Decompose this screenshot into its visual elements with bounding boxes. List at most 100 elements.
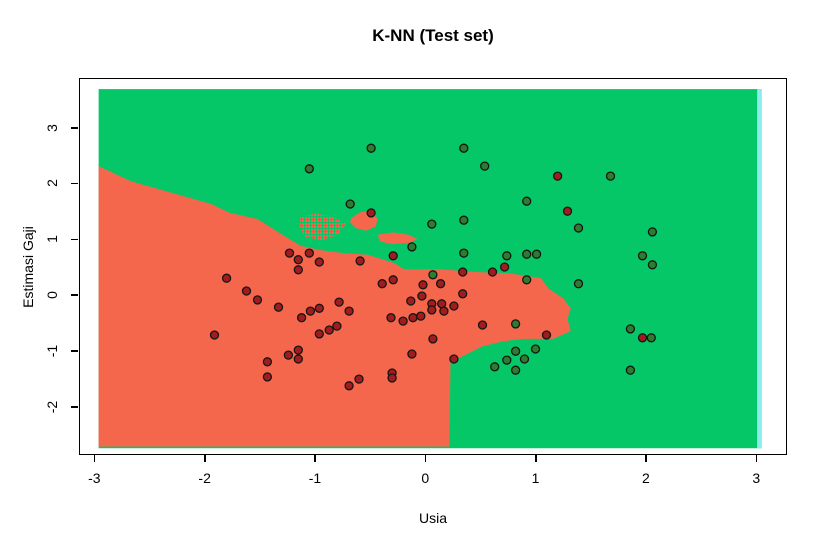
class-1-green-point: [459, 215, 469, 225]
class-1-green-point: [510, 365, 521, 375]
class-0-red-point: [552, 171, 563, 181]
x-tick-mark: [755, 455, 758, 462]
class-1-green-point: [407, 242, 417, 252]
class-0-red-point: [562, 206, 573, 216]
class-0-red-point: [334, 297, 344, 307]
class-1-green-point: [366, 143, 376, 153]
class-0-red-point: [458, 289, 468, 299]
class-1-green-point: [531, 249, 542, 259]
class-0-red-point: [296, 313, 307, 323]
class-0-red-point: [344, 381, 354, 391]
x-axis-label: Usia: [418, 510, 447, 526]
y-axis-label: Estimasi Gaji: [20, 226, 36, 308]
class-1-green-point: [480, 161, 490, 171]
x-tick-mark: [314, 455, 316, 462]
class-0-red-point: [252, 295, 263, 305]
class-0-red-point: [407, 349, 417, 359]
class-0-red-point: [428, 334, 438, 344]
y-tick-label: 0: [44, 291, 60, 299]
class-0-red-point: [416, 311, 426, 321]
class-0-red-point: [344, 306, 354, 316]
class-0-red-point: [314, 303, 324, 313]
plot-area: [79, 78, 787, 455]
y-tick-mark: [71, 294, 78, 296]
x-tick-mark: [93, 455, 96, 462]
class-1-green-point: [519, 354, 530, 364]
class-0-red-point: [262, 357, 273, 367]
class-1-green-point: [522, 196, 532, 206]
class-0-red-point: [377, 279, 387, 289]
y-tick-label: 2: [44, 179, 60, 188]
class-1-green-point: [625, 365, 636, 375]
class-0-red-point: [427, 305, 437, 315]
class-1-green-point: [573, 223, 584, 233]
class-0-red-point: [314, 257, 324, 267]
class-0-red-point: [332, 321, 342, 331]
class-1-green-point: [530, 344, 541, 354]
y-tick-mark: [71, 350, 78, 352]
chart-title: K-NN (Test set): [372, 26, 494, 45]
class-0-red-point: [305, 306, 316, 316]
class-1-green-point: [646, 333, 656, 343]
class-0-red-point: [439, 306, 449, 316]
y-tick-mark: [71, 406, 78, 408]
class-0-red-point: [408, 313, 418, 323]
y-tick-label: -1: [44, 344, 60, 357]
decision-region-plot: [98, 89, 762, 449]
class-0-red-point: [324, 325, 334, 335]
x-tick-mark: [535, 455, 537, 462]
class-0-red-point: [283, 350, 294, 360]
y-tick-mark: [71, 127, 78, 129]
y-tick-label: -2: [44, 400, 60, 413]
dithered-boundary-patch: [299, 213, 346, 241]
x-tick-mark: [645, 455, 647, 462]
class-0-red-point: [406, 296, 416, 306]
class-0-red-point: [314, 329, 324, 339]
class-1-green-point: [428, 270, 438, 280]
class-1-green-point: [490, 362, 500, 372]
class-1-green-point: [510, 346, 521, 356]
class-1-green-point: [502, 355, 512, 365]
class-0-red-point: [293, 345, 303, 355]
x-tick-label: 0: [421, 470, 430, 486]
x-tick-mark: [424, 455, 427, 462]
class-0-red-point: [449, 354, 459, 364]
region-right-edge: [757, 89, 762, 449]
class-1-green-point: [459, 143, 469, 153]
class-0-red-point: [241, 286, 252, 296]
class-0-red-point: [541, 330, 552, 340]
class-0-red-point: [366, 208, 376, 218]
class-1-green-point: [647, 227, 658, 237]
class-0-red-point: [293, 265, 303, 275]
class-0-red-point: [388, 275, 398, 285]
class-0-red-point: [293, 255, 303, 265]
x-tick-label: -1: [308, 470, 322, 486]
x-tick-label: 2: [642, 470, 650, 486]
class-0-red-point: [293, 354, 303, 364]
x-tick-label: 1: [531, 470, 540, 486]
class-0-red-point: [418, 280, 428, 290]
class-0-red-point: [477, 320, 488, 330]
class-0-red-point: [487, 267, 498, 277]
class-0-red-point: [355, 256, 365, 266]
class-1-green-point: [459, 248, 469, 258]
class-1-green-point: [522, 249, 532, 259]
class-0-red-point: [386, 313, 396, 323]
class-0-red-point: [304, 248, 314, 258]
class-0-red-point: [417, 291, 427, 301]
class-0-red-point: [273, 302, 284, 312]
class-1-green-point: [573, 279, 584, 289]
class-1-green-point: [625, 324, 636, 334]
class-0-red-point: [388, 251, 398, 261]
class-1-green-point: [304, 164, 314, 174]
class-1-green-point: [502, 251, 512, 261]
red-island: [377, 232, 418, 245]
y-tick-mark: [71, 182, 78, 185]
class-1-green-point: [647, 260, 658, 270]
y-tick-mark: [71, 238, 78, 241]
class-0-red-point: [458, 267, 468, 277]
class-1-green-point: [427, 219, 437, 229]
class-1-green-point: [637, 251, 648, 261]
class-0-red-point: [499, 262, 510, 272]
